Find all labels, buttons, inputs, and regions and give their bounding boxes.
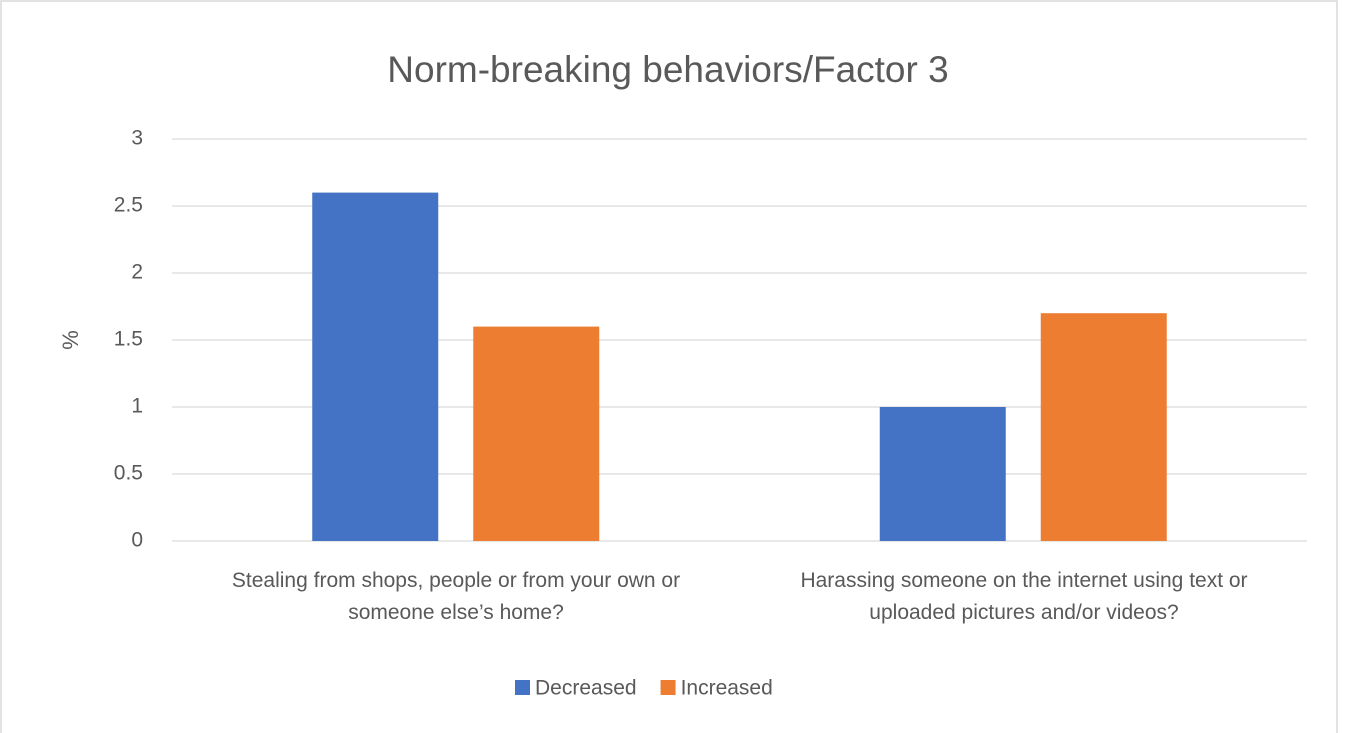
y-tick-label: 2.5 xyxy=(114,194,143,217)
x-tick-label: Harassing someone on the internet using … xyxy=(800,569,1248,624)
y-tick-label: 0.5 xyxy=(114,462,143,485)
bar xyxy=(473,326,600,541)
y-tick-label: 0 xyxy=(131,529,143,552)
bar xyxy=(312,192,439,541)
x-tick-label-box: Stealing from shops, people or from your… xyxy=(231,569,681,624)
y-tick-label: 2 xyxy=(131,261,143,284)
y-tick-label: 1 xyxy=(131,395,143,418)
legend-swatch xyxy=(660,680,676,695)
y-axis-label: % xyxy=(58,330,83,350)
y-tick-label: 3 xyxy=(131,127,143,150)
x-tick-label-box: Harassing someone on the internet using … xyxy=(800,569,1248,624)
bar xyxy=(1040,313,1167,541)
x-tick-label: Stealing from shops, people or from your… xyxy=(231,569,681,624)
bar xyxy=(879,407,1006,541)
legend-label: Increased xyxy=(681,677,773,700)
y-tick-label: 1.5 xyxy=(114,328,143,351)
chart-title: Norm-breaking behaviors/Factor 3 xyxy=(387,49,948,90)
legend-swatch xyxy=(515,680,530,695)
legend-label: Decreased xyxy=(535,677,637,700)
